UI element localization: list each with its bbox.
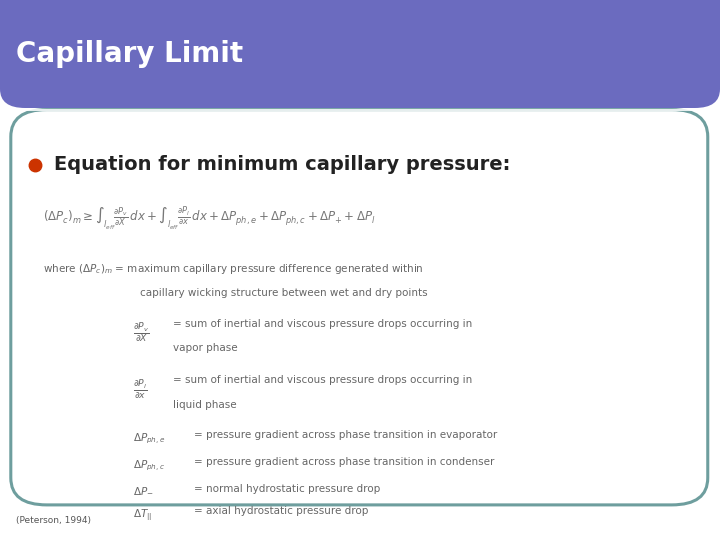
Text: capillary wicking structure between wet and dry points: capillary wicking structure between wet … [140,288,428,298]
Text: $\Delta P_{ph,c}$: $\Delta P_{ph,c}$ [133,459,166,474]
Text: = sum of inertial and viscous pressure drops occurring in: = sum of inertial and viscous pressure d… [173,375,472,386]
Text: = axial hydrostatic pressure drop: = axial hydrostatic pressure drop [194,506,369,516]
FancyBboxPatch shape [11,110,708,505]
Text: liquid phase: liquid phase [173,400,236,410]
Text: $\frac{\partial P_v}{\partial X}$: $\frac{\partial P_v}{\partial X}$ [133,321,150,345]
FancyBboxPatch shape [0,0,720,108]
Text: Capillary Limit: Capillary Limit [16,40,243,68]
Text: $(\Delta P_c)_m \geq \int_{l_{eff}} \frac{\partial P_v}{\partial X}\, dx + \int_: $(\Delta P_c)_m \geq \int_{l_{eff}} \fra… [43,205,376,232]
Text: $\Delta P_{ph,e}$: $\Delta P_{ph,e}$ [133,432,166,447]
Text: $\Delta P_{-}$: $\Delta P_{-}$ [133,486,154,496]
Polygon shape [0,0,720,76]
Polygon shape [0,0,43,76]
Text: = normal hydrostatic pressure drop: = normal hydrostatic pressure drop [194,484,381,495]
Text: Equation for minimum capillary pressure:: Equation for minimum capillary pressure: [54,155,510,174]
Text: $\Delta T_{||}$: $\Delta T_{||}$ [133,508,153,523]
Text: = pressure gradient across phase transition in evaporator: = pressure gradient across phase transit… [194,430,498,441]
Text: where $(\Delta P_c)_m$ = maximum capillary pressure difference generated within: where $(\Delta P_c)_m$ = maximum capilla… [43,262,424,276]
Text: = pressure gradient across phase transition in condenser: = pressure gradient across phase transit… [194,457,495,468]
Text: (Peterson, 1994): (Peterson, 1994) [16,516,91,525]
Text: = sum of inertial and viscous pressure drops occurring in: = sum of inertial and viscous pressure d… [173,319,472,329]
Text: vapor phase: vapor phase [173,343,238,353]
Text: $\frac{\partial P_l}{\partial x}$: $\frac{\partial P_l}{\partial x}$ [133,378,148,402]
